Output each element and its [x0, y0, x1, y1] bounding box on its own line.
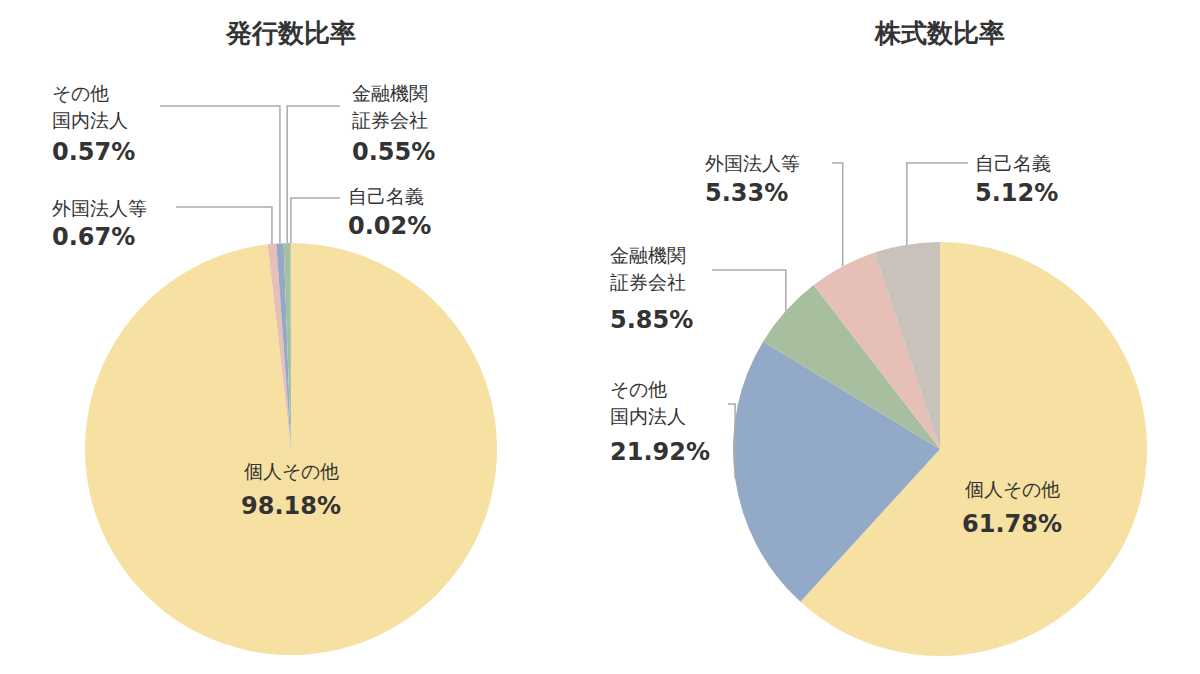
value-label: 0.67%	[52, 223, 135, 251]
value-label: 21.92%	[610, 438, 710, 466]
category-label: 自己名義	[348, 185, 424, 207]
leader-line	[728, 404, 735, 478]
leader-line	[291, 198, 340, 243]
label-line: 自己名義	[348, 185, 424, 207]
leader-line	[832, 163, 843, 266]
label-line: 外国法人等	[52, 197, 147, 219]
category-label: 個人その他	[244, 460, 339, 482]
pie-chart: 発行数比率個人その他 98.18% 外国法人等 0.67% その他国内法人 0.57% 金融…	[52, 18, 497, 655]
label-line: 個人その他	[965, 478, 1060, 500]
pie-slice	[268, 244, 291, 449]
slices	[733, 242, 1147, 656]
pie-slice	[875, 242, 940, 449]
labels: 個人その他 61.78% その他国内法人 21.92% 金融機関証券会社 5.85% 外国法…	[610, 152, 1062, 538]
leader-line	[712, 270, 786, 311]
category-label: その他国内法人	[52, 82, 128, 131]
label-line: 証券会社	[610, 271, 686, 293]
value-label: 5.12%	[975, 179, 1058, 207]
label-line: 外国法人等	[705, 152, 800, 174]
category-label: 外国法人等	[52, 197, 147, 219]
pie-chart: 株式数比率個人その他 61.78% その他国内法人 21.92% 金融機関証券会社 5.8…	[610, 18, 1147, 656]
value-label: 98.18%	[241, 492, 341, 520]
slices	[85, 243, 497, 655]
chart-root: 発行数比率個人その他98.18%外国法人等0.67%その他国内法人0.57%金融…	[0, 0, 1200, 674]
label-line: 国内法人	[610, 405, 686, 427]
pie-slice	[276, 243, 291, 449]
label-line: 金融機関	[610, 244, 686, 266]
label-line: 証券会社	[352, 109, 428, 131]
category-label: その他国内法人	[610, 378, 686, 427]
label-line: その他	[52, 82, 109, 104]
label-line: 金融機関	[352, 82, 428, 104]
category-label: 自己名義	[975, 152, 1051, 174]
value-label: 0.02%	[348, 212, 431, 240]
labels: 個人その他 98.18% 外国法人等 0.67% その他国内法人 0.57% 金融機関証券会…	[52, 82, 435, 520]
leader-line	[287, 106, 340, 243]
category-label: 金融機関証券会社	[352, 82, 428, 131]
chart-title: 株式数比率	[874, 18, 1005, 48]
label-line: 個人その他	[244, 460, 339, 482]
label-line: その他	[610, 378, 667, 400]
value-label: 0.55%	[352, 138, 435, 166]
value-label: 0.57%	[52, 138, 135, 166]
category-label: 個人その他	[965, 478, 1060, 500]
chart-title: 発行数比率	[225, 18, 356, 48]
pie-slice	[85, 243, 497, 655]
label-line: 国内法人	[52, 109, 128, 131]
category-label: 金融機関証券会社	[610, 244, 686, 293]
value-label: 5.85%	[610, 306, 693, 334]
pie-slice	[290, 243, 291, 449]
leader-line	[160, 106, 280, 243]
value-label: 61.78%	[962, 510, 1062, 538]
pie-slice	[284, 243, 291, 449]
leader-line	[907, 163, 968, 245]
label-line: 自己名義	[975, 152, 1051, 174]
category-label: 外国法人等	[705, 152, 800, 174]
leader-line	[176, 207, 272, 244]
value-label: 5.33%	[705, 179, 788, 207]
